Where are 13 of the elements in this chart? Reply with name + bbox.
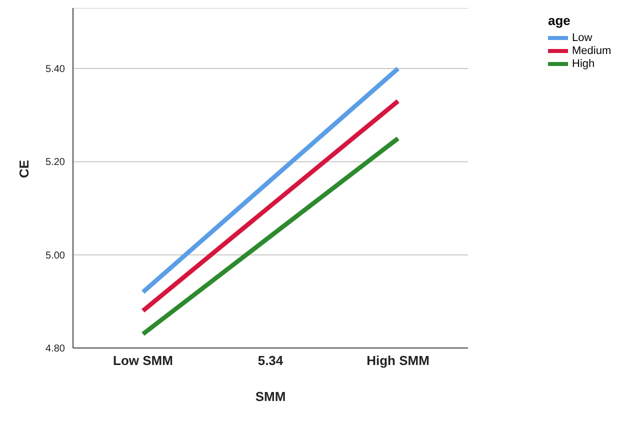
legend-title: age bbox=[548, 13, 572, 28]
legend-label: Medium bbox=[572, 45, 612, 57]
x-tick-label: Low SMM bbox=[113, 353, 173, 368]
y-tick-label: 5.20 bbox=[46, 157, 66, 168]
legend-label: High bbox=[572, 58, 595, 70]
y-axis-title: CE bbox=[16, 160, 32, 178]
y-tick-label: 4.80 bbox=[46, 344, 66, 355]
y-tick-label: 5.40 bbox=[46, 64, 66, 76]
x-axis-title: SMM bbox=[255, 389, 286, 404]
x-tick-label: High SMM bbox=[366, 353, 430, 368]
y-tick-label: 5.00 bbox=[46, 250, 66, 262]
x-tick-label: 5.34 bbox=[258, 353, 284, 368]
legend-label: Low bbox=[572, 32, 592, 44]
